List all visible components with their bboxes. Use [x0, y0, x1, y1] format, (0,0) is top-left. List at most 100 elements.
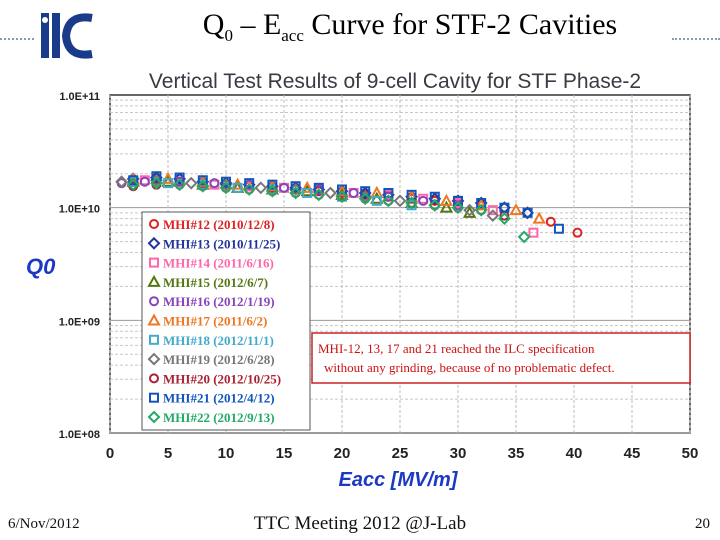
legend-marker	[147, 236, 161, 250]
data-point	[553, 223, 564, 234]
x-tick-label: 5	[164, 445, 172, 462]
title-e-subscript: acc	[281, 26, 304, 45]
title-mid: – E	[232, 8, 282, 41]
y-tick-label: 1.0E+08	[59, 429, 100, 441]
data-point	[522, 207, 533, 218]
tick-labels: 0 5 10 15 20 25 30 35 40 45 50 1.0E+08 1.0E+09 1.0E+1…	[59, 91, 699, 462]
data-point	[572, 227, 583, 238]
data-point	[244, 178, 255, 189]
data-point	[126, 178, 140, 192]
data-point	[476, 198, 487, 209]
legend-label: MHI#13 (2010/11/25)	[163, 236, 280, 251]
title-q: Q	[202, 8, 225, 41]
legend-box	[141, 211, 311, 431]
legend-marker	[149, 296, 159, 307]
data-point	[209, 178, 220, 189]
x-tick-label: 10	[218, 445, 235, 462]
x-tick-label: 25	[392, 445, 409, 462]
x-tick-label: 30	[450, 445, 467, 462]
annotation-line-1: MHI-12, 13, 17 and 21 reached the ILC sp…	[318, 341, 595, 356]
q0-eacc-chart: Vertical Test Results of 9-cell Cavity f…	[26, 70, 699, 490]
data-point	[219, 181, 233, 195]
data-point	[517, 230, 531, 244]
series-11	[126, 176, 531, 244]
x-tick-label: 20	[334, 445, 351, 462]
data-point	[474, 198, 488, 211]
legend-label: MHI#14 (2011/6/16)	[163, 256, 274, 271]
title-q-subscript: 0	[224, 26, 233, 45]
data-point	[381, 194, 395, 208]
legend-label: MHI#16 (2012/1/19)	[163, 294, 275, 309]
legend-label: MHI#12 (2010/12/8)	[163, 217, 275, 232]
data-point	[370, 191, 384, 204]
data-point	[453, 195, 463, 206]
x-axis-label: Eacc [MV/m]	[339, 469, 459, 490]
data-point	[451, 201, 465, 215]
data-point	[348, 187, 359, 198]
data-point	[197, 175, 208, 186]
legend: MHI#12 (2010/12/8) MHI#13 (2010/11/25) MHI…	[141, 211, 311, 431]
footer-meeting: TTC Meeting 2012 @J-Lab	[253, 513, 467, 534]
legend-label: MHI#15 (2012/6/7)	[163, 275, 268, 290]
x-tick-label: 45	[624, 445, 641, 462]
data-point	[221, 176, 231, 187]
legend-marker	[147, 274, 161, 287]
data-point	[161, 174, 175, 187]
data-point	[393, 194, 407, 208]
legend-marker	[147, 352, 161, 366]
title-rest: Curve for STF-2 Cavities	[303, 8, 618, 41]
legend-marker	[149, 373, 159, 384]
legend-label: MHI#17 (2011/6/2)	[163, 314, 267, 329]
data-point	[312, 188, 326, 202]
x-tick-label: 40	[566, 445, 583, 462]
data-point	[139, 176, 150, 187]
chart-title: Vertical Test Results of 9-cell Cavity f…	[149, 70, 641, 93]
data-point	[313, 182, 324, 193]
data-point	[174, 172, 185, 183]
legend-label: MHI#19 (2012/6/28)	[163, 352, 275, 367]
legend-marker	[149, 257, 159, 268]
data-point	[128, 175, 139, 186]
legend-marker	[147, 410, 161, 424]
data-point	[279, 182, 289, 193]
title-dotted-rule-right	[672, 38, 720, 40]
data-point	[358, 192, 372, 206]
data-point	[337, 184, 347, 195]
page-number: 20	[695, 516, 710, 532]
data-point	[265, 184, 279, 198]
data-point	[335, 190, 349, 204]
data-point	[149, 176, 163, 190]
data-point	[290, 181, 301, 192]
data-point	[300, 180, 314, 193]
y-axis-label: Q0	[26, 254, 56, 279]
legend-marker	[149, 219, 159, 229]
data-point	[323, 186, 337, 200]
data-point	[418, 195, 429, 206]
x-tick-label: 0	[106, 445, 114, 462]
data-point	[439, 200, 454, 213]
legend-label: MHI#18 (2012/11/1)	[163, 333, 274, 348]
data-point	[242, 183, 256, 196]
data-point	[509, 203, 523, 216]
data-point	[439, 193, 454, 206]
x-tick-label: 15	[276, 445, 293, 462]
data-point	[300, 184, 314, 197]
legend-marker	[149, 334, 159, 345]
y-tick-label: 1.0E+10	[59, 204, 100, 216]
data-point	[289, 186, 303, 200]
data-point	[335, 184, 349, 197]
data-point	[184, 176, 198, 190]
ilc-logo	[41, 13, 93, 59]
y-tick-label: 1.0E+09	[59, 316, 100, 328]
title-dotted-rule-left	[0, 38, 34, 40]
data-point	[267, 179, 278, 190]
legend-marker	[149, 392, 159, 403]
data-point	[151, 171, 162, 182]
data-point	[254, 181, 268, 195]
y-tick-label: 1.0E+11	[59, 91, 100, 103]
data-point	[497, 212, 511, 225]
data-point	[232, 182, 243, 193]
data-point	[487, 205, 498, 216]
footer-date: 6/Nov/2012	[8, 516, 80, 532]
